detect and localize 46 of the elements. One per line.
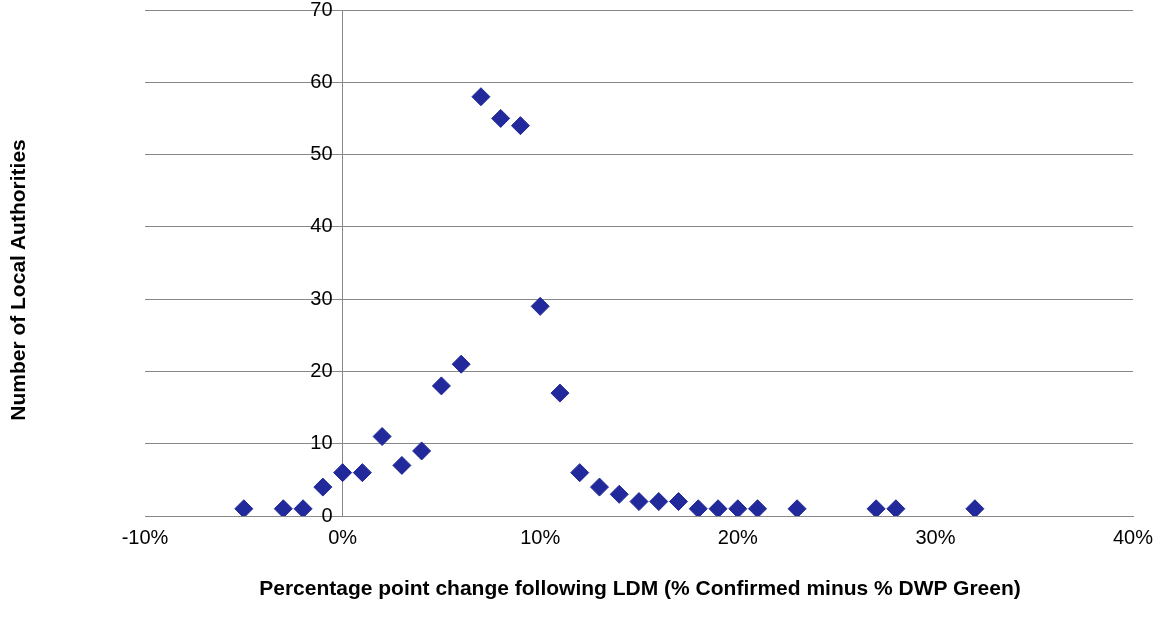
- y-tick-label: 50: [310, 142, 333, 165]
- y-axis-title: Number of Local Authorities: [6, 139, 30, 421]
- point: [787, 499, 807, 516]
- point: [649, 492, 669, 512]
- point: [412, 441, 432, 461]
- point: [629, 492, 649, 512]
- point: [550, 383, 570, 403]
- x-tick-label: 10%: [520, 525, 561, 548]
- y-tick-label: 0: [321, 503, 333, 526]
- point: [293, 499, 313, 516]
- point: [589, 477, 609, 497]
- point: [392, 455, 412, 475]
- point: [313, 477, 333, 497]
- point: [431, 376, 451, 396]
- point: [609, 484, 629, 504]
- point: [451, 354, 471, 374]
- y-tick-label: 70: [310, 0, 333, 20]
- point: [886, 499, 906, 516]
- point: [352, 463, 372, 483]
- y-tick-label: 30: [310, 286, 333, 309]
- x-tick-label: 20%: [717, 525, 759, 548]
- point: [471, 87, 491, 107]
- point: [530, 296, 550, 316]
- point: [372, 426, 392, 446]
- point: [965, 499, 985, 516]
- x-tick-label: 0%: [328, 525, 358, 548]
- point: [708, 499, 728, 516]
- x-axis-title: Percentage point change following LDM (% Confirmed minus % DWP Green): [258, 575, 1022, 601]
- point: [688, 499, 708, 516]
- point: [273, 499, 293, 516]
- x-tick-label: 30%: [915, 525, 956, 548]
- point: [728, 499, 748, 516]
- y-tick-label: 10: [310, 431, 333, 454]
- point: [333, 463, 353, 483]
- point: [570, 463, 590, 483]
- point: [669, 492, 689, 512]
- y-tick-label: 40: [310, 214, 333, 237]
- point: [234, 499, 254, 516]
- point: [510, 116, 530, 136]
- y-tick-label: 60: [310, 69, 333, 92]
- point: [491, 108, 511, 128]
- y-tick-label: 20: [310, 358, 333, 381]
- x-tick-label: -10%: [121, 525, 169, 548]
- point: [748, 499, 768, 516]
- point: [866, 499, 886, 516]
- x-tick-label: 40%: [1112, 525, 1154, 548]
